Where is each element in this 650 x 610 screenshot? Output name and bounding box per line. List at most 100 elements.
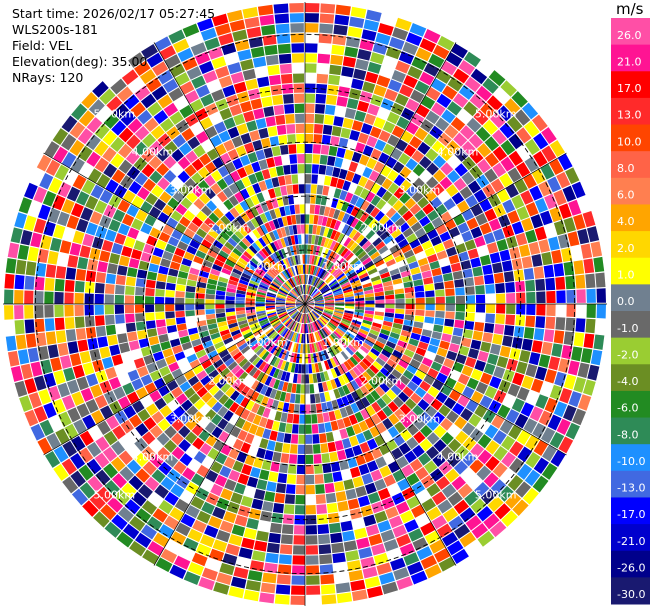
velocity-gate	[141, 133, 157, 148]
velocity-gate	[447, 491, 463, 507]
velocity-gate	[485, 284, 495, 294]
velocity-gate	[196, 510, 211, 524]
velocity-gate	[52, 194, 66, 211]
velocity-gate	[128, 258, 140, 269]
velocity-gate	[314, 464, 323, 474]
velocity-gate	[563, 374, 577, 390]
velocity-gate	[250, 46, 265, 58]
velocity-gate	[272, 94, 284, 106]
velocity-gate	[331, 317, 340, 324]
velocity-gate	[342, 416, 352, 428]
velocity-gate	[302, 324, 304, 334]
velocity-gate	[577, 362, 590, 379]
velocity-gate	[545, 277, 556, 291]
velocity-gate	[276, 369, 284, 380]
velocity-gate	[300, 224, 305, 234]
velocity-gate	[289, 256, 295, 266]
velocity-gate	[249, 130, 261, 142]
velocity-gate	[375, 456, 387, 469]
velocity-gate	[151, 184, 164, 198]
velocity-gate	[515, 232, 528, 246]
velocity-gate	[466, 377, 479, 390]
velocity-gate	[329, 218, 337, 229]
velocity-gate	[216, 235, 227, 245]
velocity-gate	[381, 324, 392, 332]
velocity-gate	[306, 264, 309, 274]
velocity-gate	[370, 347, 381, 357]
velocity-gate	[268, 314, 278, 320]
velocity-gate	[227, 9, 244, 23]
velocity-gate	[409, 239, 421, 249]
velocity-gate	[455, 287, 465, 296]
velocity-gate	[336, 96, 348, 107]
velocity-gate	[246, 518, 259, 530]
velocity-gate	[454, 416, 468, 430]
velocity-gate	[343, 540, 358, 552]
velocity-gate	[266, 542, 280, 554]
velocity-gate	[235, 354, 246, 364]
azimuth-line	[43, 152, 306, 305]
velocity-gate	[272, 320, 281, 328]
velocity-gate	[168, 361, 180, 373]
velocity-gate	[287, 295, 297, 300]
velocity-gate	[198, 429, 211, 442]
velocity-gate	[257, 333, 266, 342]
velocity-gate	[151, 411, 165, 424]
velocity-gate	[134, 295, 145, 304]
velocity-gate	[354, 294, 365, 299]
velocity-gate	[306, 555, 319, 565]
velocity-gate	[97, 261, 108, 273]
velocity-gate	[305, 93, 316, 103]
velocity-gate	[397, 391, 409, 403]
velocity-gate	[240, 495, 253, 508]
velocity-gate	[295, 113, 305, 124]
velocity-gate	[291, 424, 299, 434]
velocity-gate	[553, 401, 568, 418]
velocity-gate	[357, 48, 372, 61]
velocity-gate	[277, 564, 292, 575]
velocity-gate	[309, 343, 313, 354]
velocity-gate	[345, 269, 355, 277]
velocity-gate	[375, 304, 385, 308]
velocity-gate	[241, 272, 252, 280]
velocity-gate	[532, 151, 548, 168]
velocity-gate	[295, 495, 305, 505]
velocity-gate	[155, 239, 167, 250]
velocity-gate	[125, 150, 140, 165]
velocity-gate	[225, 259, 236, 268]
velocity-gate	[380, 328, 391, 336]
velocity-gate	[317, 413, 324, 424]
velocity-gate	[303, 284, 305, 294]
velocity-gate	[137, 109, 153, 125]
velocity-gate	[316, 372, 322, 383]
velocity-gate	[427, 253, 438, 264]
velocity-gate	[305, 304, 313, 311]
velocity-gate	[121, 245, 133, 258]
velocity-gate	[487, 496, 504, 512]
colorbar-label: 1.0	[617, 269, 635, 282]
velocity-gate	[285, 304, 295, 306]
velocity-gate	[322, 463, 332, 474]
velocity-gate	[286, 184, 293, 195]
velocity-gate	[252, 56, 267, 68]
velocity-gate	[403, 281, 414, 288]
velocity-gate	[312, 144, 322, 154]
velocity-gate	[287, 296, 296, 301]
velocity-gate	[431, 216, 444, 228]
velocity-gate	[67, 407, 81, 423]
velocity-gate	[410, 504, 426, 518]
velocity-gate	[164, 425, 177, 439]
velocity-gate	[280, 227, 287, 237]
velocity-gate	[54, 317, 65, 331]
velocity-gate	[289, 267, 295, 277]
velocity-gate	[220, 488, 233, 501]
velocity-gate	[332, 254, 340, 264]
velocity-gate	[315, 342, 321, 352]
velocity-gate	[307, 313, 311, 323]
velocity-gate	[354, 309, 365, 314]
velocity-gate	[435, 289, 445, 297]
colorbar-swatch	[611, 577, 650, 605]
velocity-gate	[311, 333, 316, 343]
velocity-gate	[225, 291, 236, 297]
velocity-gate	[267, 188, 276, 199]
